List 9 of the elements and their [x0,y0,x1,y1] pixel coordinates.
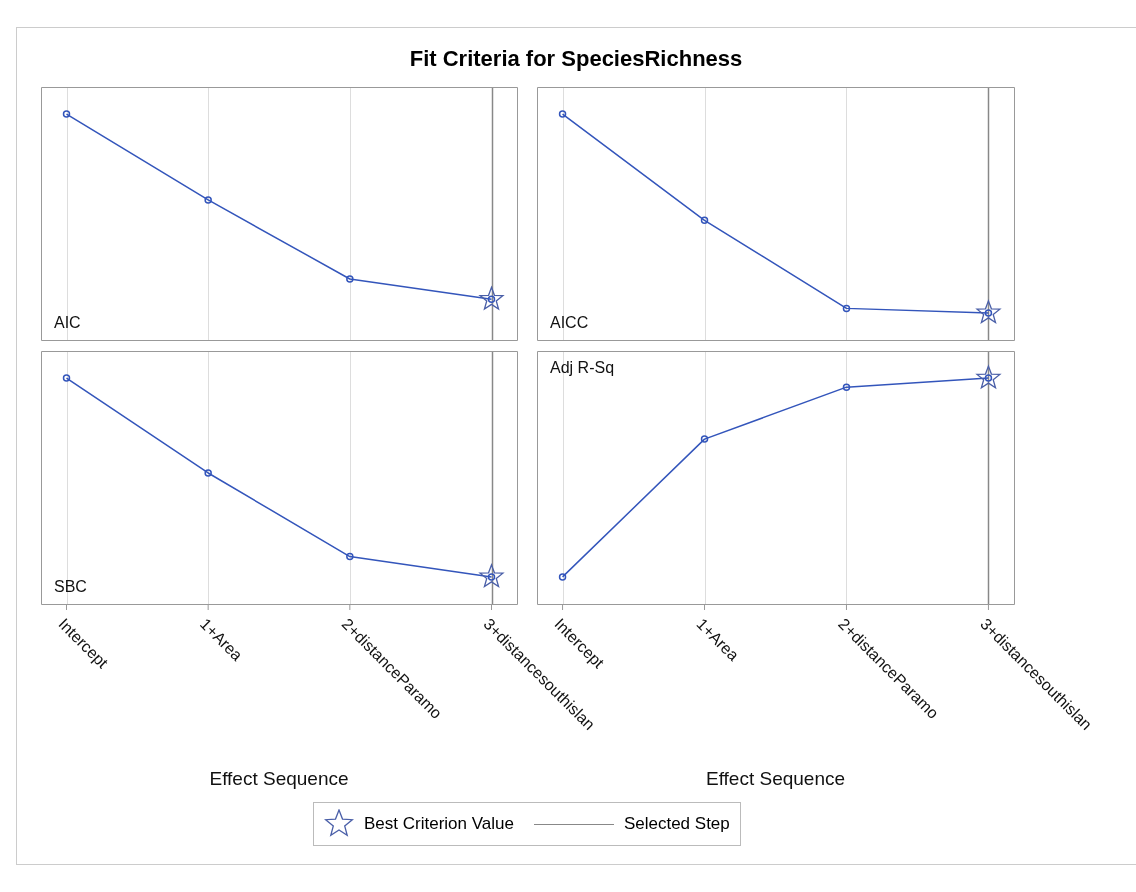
annotation: AIC [54,314,81,332]
annotation: AICC [550,314,589,332]
x-axis-title: Effect Sequence [705,768,846,790]
x-axis-title: Effect Sequence [209,768,349,790]
annotation: SBC [54,578,87,596]
legend-label: Selected Step [623,814,730,834]
text: Fit Criteria for SpeciesRichness [408,46,744,72]
legend-label: Best Criterion Value [364,814,514,834]
text: Adj R-Sq [550,359,615,377]
